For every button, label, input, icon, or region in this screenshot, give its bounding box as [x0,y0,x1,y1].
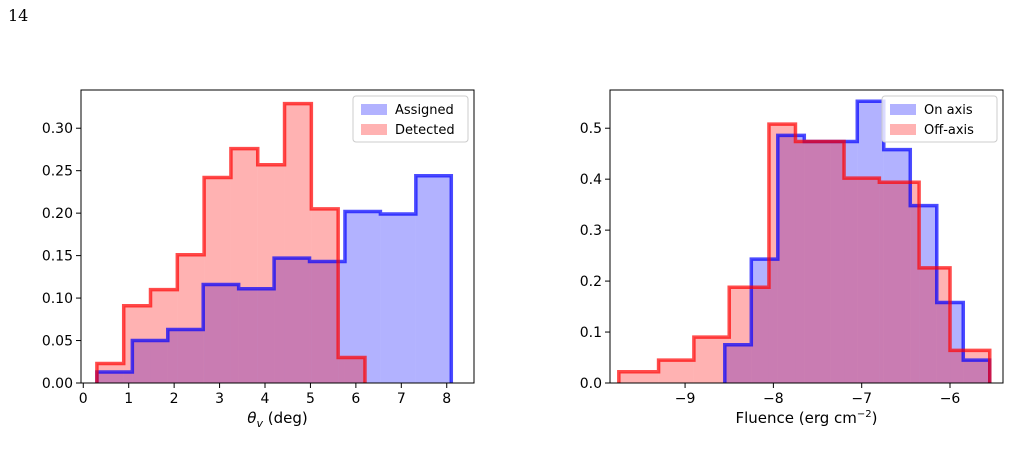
x-tick-label: 4 [261,391,270,407]
x-tick-label: 6 [351,391,360,407]
x-tick-label: −7 [851,391,872,407]
axes-frame [609,89,1004,384]
y-tick-label: 0.2 [580,274,602,290]
y-tick-label: 0.1 [580,325,602,341]
x-tick-label: −8 [763,391,784,407]
legend-box [881,95,998,143]
legend-label-off-axis: Off-axis [924,123,974,138]
x-axis-label: θv (deg) [247,409,307,430]
hist-bar-on-axis-2 [777,135,805,383]
hist-bar-on-axis-6 [883,149,911,383]
hist-bar-off-axis-6 [844,178,880,383]
hist-bar-assigned-4 [238,288,275,383]
hist-bar-assigned-9 [415,175,452,383]
hist-bar-off-axis-0 [618,371,659,383]
step-outline-on-axis [723,99,992,383]
hist-bar-detected-2 [150,289,178,383]
step-outline-assigned [95,174,454,383]
legend-label-assigned: Assigned [395,103,454,118]
hist-bar-on-axis-3 [804,141,831,383]
x-tick-label: 8 [442,391,451,407]
hist-bar-on-axis-4 [830,141,858,383]
x-tick-label: −9 [675,391,696,407]
hist-bar-detected-8 [311,208,339,383]
hist-bar-assigned-0 [96,371,133,383]
step-outline-detected [95,101,367,383]
step-outline-off-axis [617,122,992,383]
y-tick-label: 0.3 [580,223,602,239]
hist-bar-assigned-2 [167,329,204,383]
hist-bar-on-axis-7 [910,205,937,383]
y-tick-label: 0.00 [42,376,73,392]
hist-bar-off-axis-8 [919,267,951,383]
hist-bar-assigned-7 [344,211,381,383]
x-axis-label: Fluence (erg cm−2) [735,409,877,427]
y-tick-label: 0.20 [42,206,73,222]
y-tick-label: 0.25 [42,164,73,180]
y-tick-label: 0.5 [580,121,602,137]
hist-bar-detected-3 [177,254,205,383]
hist-bar-detected-9 [338,357,365,383]
x-tick-label: 5 [306,391,315,407]
x-tick-label: 3 [215,391,224,407]
y-tick-label: 0.10 [42,291,73,307]
hist-bar-detected-4 [204,177,231,383]
hist-bar-assigned-8 [380,213,416,383]
x-tick-label: 1 [124,391,133,407]
hist-bar-off-axis-1 [658,360,694,383]
y-tick-label: 0.0 [580,376,602,392]
chart-panel-1: 0 1 2 3 4 5 6 7 8 0.00 0.05 0.10 0.15 0.20 0.25 0.30 θv … [42,89,475,430]
hist-bar-on-axis-5 [857,101,884,383]
hist-bar-detected-1 [123,305,151,383]
hist-bar-on-axis-9 [963,360,990,383]
chart-panel-2: −9 −8 −7 −6 0.0 0.1 0.2 0.3 0.4 0.5 Fluence (erg c… [580,89,1004,427]
legend-swatch-assigned [361,104,387,115]
x-tick-label: 7 [397,391,406,407]
legend-swatch-on-axis [890,104,916,115]
x-tick-label: 2 [170,391,179,407]
hist-bar-off-axis-7 [879,182,920,383]
hist-bar-assigned-1 [132,340,168,383]
hist-bar-off-axis-9 [950,350,990,383]
hist-bar-detected-7 [284,103,312,383]
hist-bar-off-axis-3 [729,287,769,383]
legend-box [352,95,469,143]
legend-label-detected: Detected [395,123,455,138]
hist-bar-detected-6 [257,164,285,383]
axes-frame [80,89,475,384]
legend: Assigned Detected [352,95,469,143]
x-tick-label: −6 [940,391,961,407]
legend: On axis Off-axis [881,95,998,143]
hist-bar-detected-5 [230,148,258,383]
hist-bar-on-axis-0 [724,344,752,383]
y-tick-label: 0.30 [42,121,73,137]
x-tick-label: 0 [79,391,88,407]
y-tick-label: 0.05 [42,334,73,350]
hist-bar-off-axis-5 [795,141,845,383]
hist-bar-off-axis-4 [768,124,796,383]
legend-label-on-axis: On axis [924,103,973,118]
hist-bar-on-axis-1 [751,259,778,383]
hist-bar-assigned-3 [203,284,239,383]
hist-bar-assigned-5 [274,258,310,383]
y-tick-label: 0.15 [42,249,73,265]
y-tick-label: 0.4 [580,172,602,188]
page-number: 14 [8,6,29,25]
legend-swatch-detected [361,124,387,135]
legend-swatch-off-axis [890,124,916,135]
